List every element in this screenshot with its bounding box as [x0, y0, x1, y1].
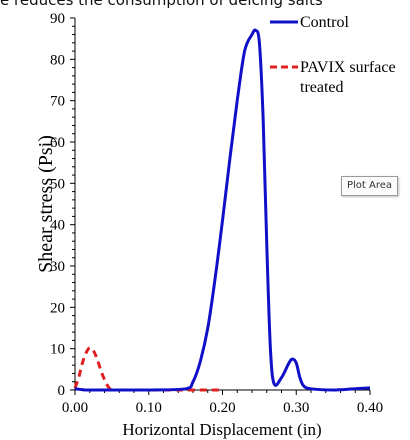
series-line-pavix [73, 346, 223, 392]
legend-label-pavix: PAVIX surface treated [300, 59, 400, 96]
series-lines [73, 28, 371, 392]
y-tick-label: 50 [50, 176, 65, 192]
y-axis-label: Shear stress (Psi) [35, 135, 57, 273]
x-tick-label: 0.00 [62, 400, 88, 416]
y-tick-label: 40 [50, 218, 65, 234]
legend-label-pavix-line1: PAVIX surface [300, 59, 396, 76]
y-tick-label: 70 [50, 94, 65, 110]
legend-label-control: Control [300, 14, 349, 31]
x-tick-label: 0.30 [283, 400, 309, 416]
y-tick-label: 10 [50, 342, 65, 358]
plot-area-tooltip: Plot Area [341, 176, 399, 196]
x-axis-label: Horizontal Displacement (in) [122, 420, 321, 439]
y-tick-label: 30 [50, 259, 65, 275]
y-tick-label: 80 [50, 52, 65, 68]
background-caption-text: e reduces the consumption of deicing sal… [0, 0, 323, 9]
tick-labels: 0 10 20 30 40 50 60 70 80 90 0.00 0.10 0.20 0.30 0.40 [50, 11, 383, 416]
x-tick-label: 0.20 [209, 400, 235, 416]
y-tick-label: 20 [50, 300, 65, 316]
legend-label-pavix-line2: treated [300, 79, 344, 96]
x-tick-label: 0.40 [357, 400, 383, 416]
x-tick-label: 0.10 [136, 400, 162, 416]
y-tick-label: 90 [50, 11, 65, 27]
legend: Control PAVIX surface treated [270, 14, 400, 96]
tick-marks [70, 17, 371, 395]
y-tick-label: 0 [58, 383, 66, 399]
y-tick-label: 60 [50, 135, 65, 151]
series-line-control [74, 28, 371, 392]
